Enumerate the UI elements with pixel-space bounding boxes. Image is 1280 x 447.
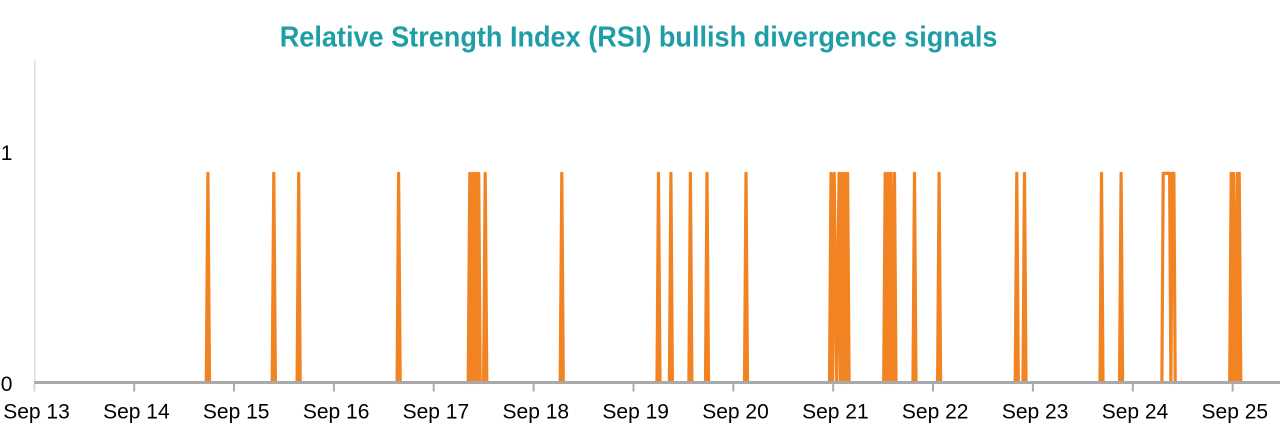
svg-text:Relative Strength Index (RSI): Relative Strength Index (RSI) bullish di… — [280, 21, 998, 53]
svg-text:Sep 14: Sep 14 — [103, 400, 170, 423]
svg-text:Sep 22: Sep 22 — [902, 400, 969, 423]
svg-text:Sep 23: Sep 23 — [1002, 400, 1069, 423]
svg-text:Sep 19: Sep 19 — [602, 400, 669, 423]
svg-text:0: 0 — [1, 373, 13, 396]
svg-text:Sep 20: Sep 20 — [702, 400, 769, 423]
svg-text:1: 1 — [1, 142, 13, 165]
svg-text:Sep 21: Sep 21 — [802, 400, 869, 423]
svg-text:Sep 15: Sep 15 — [203, 400, 270, 423]
svg-text:Sep 13: Sep 13 — [3, 400, 70, 423]
svg-text:Sep 18: Sep 18 — [503, 400, 570, 423]
svg-text:Sep 25: Sep 25 — [1202, 400, 1269, 423]
svg-text:Sep 17: Sep 17 — [403, 400, 470, 423]
svg-text:Sep 24: Sep 24 — [1102, 400, 1169, 423]
svg-text:Sep 16: Sep 16 — [303, 400, 370, 423]
